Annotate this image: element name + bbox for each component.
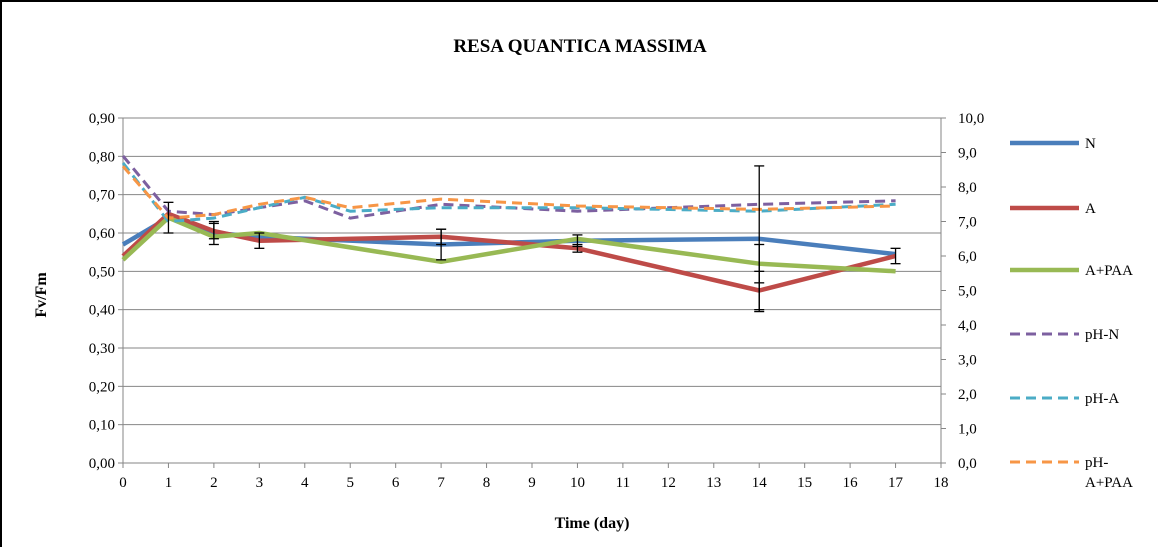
x-axis-label: Time (day) [555,515,630,532]
x-tick-label: 14 [752,475,768,491]
x-tick-label: 6 [392,475,400,491]
series-group [121,154,897,293]
x-axis-ticks: 0 1 2 3 4 5 6 7 8 9 10 11 12 13 14 15 16 17 18 [119,463,949,491]
y2-tick-label: 0,0 [958,456,977,472]
y2-axis-ticks: 0,0 1,0 2,0 3,0 4,0 5,0 6,0 7,0 8,0 9,0 10,0 [941,111,984,472]
legend-label: pH-A [1085,391,1119,407]
x-tick-label: 5 [346,475,354,491]
y-tick-label: 0,80 [89,149,115,165]
grid-lines [123,117,941,464]
y-tick-label: 0,10 [89,418,115,434]
x-tick-label: 1 [165,475,173,491]
x-tick-label: 11 [616,475,630,491]
legend-label: pH-N [1085,327,1119,343]
x-tick-label: 8 [483,475,491,491]
y-tick-label: 0,90 [89,111,115,127]
legend-label: A [1085,201,1096,217]
chart-title: RESA QUANTICA MASSIMA [453,36,707,57]
x-tick-label: 4 [301,475,309,491]
y-tick-label: 0,70 [89,188,115,204]
axes [122,118,942,464]
x-tick-label: 0 [119,475,127,491]
x-tick-label: 3 [256,475,264,491]
y-tick-label: 0,30 [89,341,115,357]
x-tick-label: 18 [934,475,949,491]
legend-label: A+PAA [1085,263,1133,279]
x-tick-label: 16 [843,475,859,491]
x-tick-label: 2 [210,475,218,491]
legend: N A A+PAA pH-N pH-A pH- A+PAA [1010,136,1133,491]
series-line-ph-n [121,154,896,220]
y2-tick-label: 3,0 [958,353,977,369]
y2-tick-label: 8,0 [958,180,977,196]
x-tick-label: 9 [528,475,536,491]
y-axis-label: Fv/Fm [33,272,50,318]
y-tick-label: 0,40 [89,303,115,319]
y2-tick-label: 10,0 [958,111,984,127]
x-tick-label: 13 [706,475,721,491]
x-tick-label: 17 [888,475,904,491]
y2-tick-label: 2,0 [958,387,977,403]
y-tick-label: 0,60 [89,226,115,242]
y-tick-label: 0,00 [89,456,115,472]
x-tick-label: 7 [437,475,445,491]
y2-tick-label: 4,0 [958,318,977,334]
series-line-a [121,211,897,293]
y2-tick-label: 6,0 [958,249,977,265]
y2-tick-label: 9,0 [958,146,977,162]
legend-label: N [1085,136,1096,152]
y-axis-ticks: 0,00 0,10 0,20 0,30 0,40 0,50 0,60 0,70 0,80 0,90 [89,111,123,472]
error-bars [163,165,901,313]
series-line-ph-a [121,161,896,223]
x-tick-label: 10 [570,475,585,491]
x-tick-label: 15 [797,475,812,491]
legend-label: pH- [1085,455,1108,471]
y2-tick-label: 1,0 [958,422,977,438]
y2-tick-label: 7,0 [958,215,977,231]
y-tick-label: 0,20 [89,379,115,395]
y-tick-label: 0,50 [89,264,115,280]
legend-label: A+PAA [1085,475,1133,491]
series-line-ph-a-paa [121,165,896,220]
x-tick-label: 12 [661,475,676,491]
y2-tick-label: 5,0 [958,284,977,300]
